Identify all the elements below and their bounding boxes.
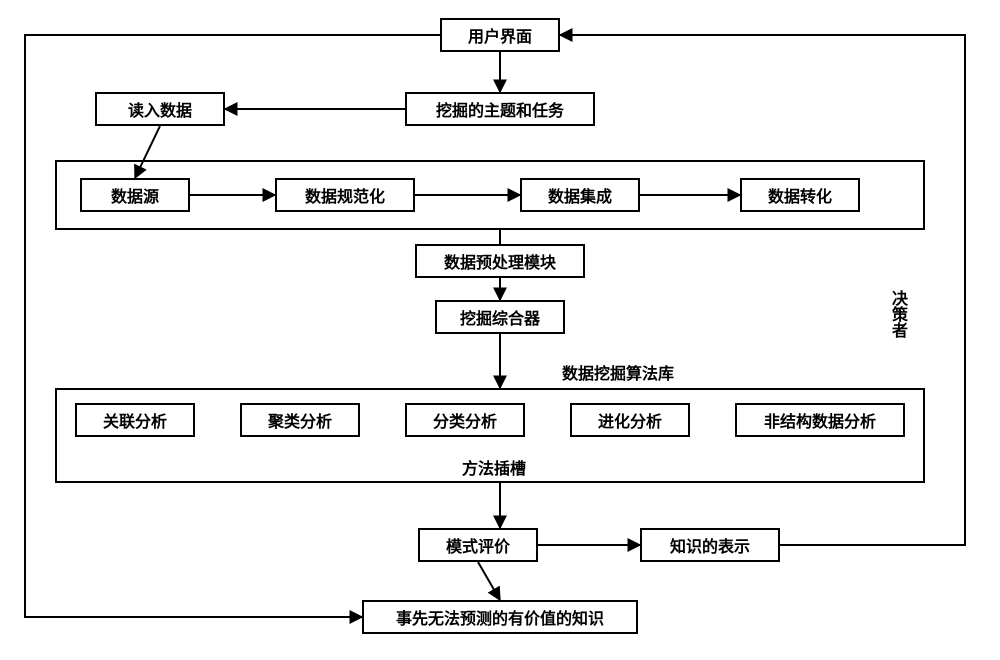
node-preproc: 数据预处理模块 xyxy=(415,244,585,278)
node-integ: 数据集成 xyxy=(520,178,640,212)
flowchart-canvas: 用户界面挖掘的主题和任务 读入数据数据源 数据规范化 数据集成 数据转化数据预处理模块挖… xyxy=(0,0,1000,660)
label-decision: 决策者 xyxy=(885,290,909,338)
node-know: 知识的表示 xyxy=(640,528,780,562)
node-norm: 数据规范化 xyxy=(275,178,415,212)
node-src: 数据源 xyxy=(80,178,190,212)
label-slot: 方法插槽 xyxy=(460,455,528,479)
node-topic: 挖掘的主题和任务 xyxy=(405,92,595,126)
node-trans: 数据转化 xyxy=(740,178,860,212)
node-valuable: 事先无法预测的有价值的知识 xyxy=(362,600,638,634)
node-read: 读入数据 xyxy=(95,92,225,126)
node-evolve: 进化分析 xyxy=(570,403,690,437)
node-classify: 分类分析 xyxy=(405,403,525,437)
node-ui: 用户界面 xyxy=(440,18,560,52)
label-algo_lib: 数据挖掘算法库 xyxy=(560,360,676,384)
node-cluster: 聚类分析 xyxy=(240,403,360,437)
node-synth: 挖掘综合器 xyxy=(435,300,565,334)
node-eval: 模式评价 xyxy=(418,528,538,562)
node-assoc: 关联分析 xyxy=(75,403,195,437)
node-unstruct: 非结构数据分析 xyxy=(735,403,905,437)
